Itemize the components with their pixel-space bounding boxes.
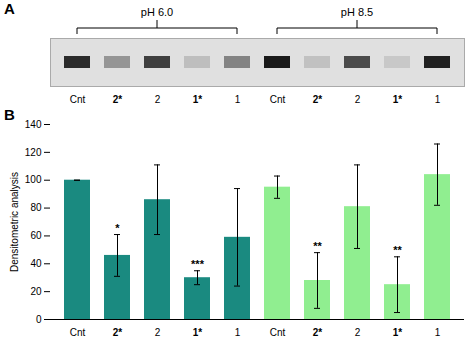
- svg-text:2*: 2*: [313, 94, 323, 105]
- svg-text:Cnt: Cnt: [270, 94, 286, 105]
- svg-text:pH 8.5: pH 8.5: [341, 6, 373, 18]
- svg-text:20: 20: [30, 286, 42, 297]
- svg-text:2: 2: [155, 94, 161, 105]
- svg-text:2*: 2*: [313, 327, 323, 338]
- svg-text:2*: 2*: [113, 94, 123, 105]
- svg-text:1*: 1*: [193, 327, 203, 338]
- svg-text:2: 2: [355, 327, 361, 338]
- svg-text:1: 1: [235, 94, 241, 105]
- svg-text:120: 120: [25, 147, 42, 158]
- svg-text:Densitometric analysis: Densitometric analysis: [9, 172, 20, 272]
- svg-text:1*: 1*: [193, 94, 203, 105]
- svg-text:1: 1: [435, 94, 441, 105]
- svg-text:1*: 1*: [393, 327, 403, 338]
- svg-text:Cnt: Cnt: [70, 327, 86, 338]
- svg-text:1: 1: [235, 327, 241, 338]
- svg-text:Cnt: Cnt: [70, 94, 86, 105]
- svg-text:100: 100: [25, 174, 42, 185]
- svg-text:2*: 2*: [113, 327, 123, 338]
- svg-text:pH 6.0: pH 6.0: [141, 6, 173, 18]
- svg-text:0: 0: [36, 314, 42, 325]
- svg-text:*: *: [115, 222, 120, 234]
- svg-text:2: 2: [355, 94, 361, 105]
- svg-text:1*: 1*: [393, 94, 403, 105]
- svg-text:60: 60: [30, 230, 42, 241]
- svg-text:140: 140: [25, 119, 42, 130]
- svg-text:**: **: [393, 244, 402, 256]
- svg-text:40: 40: [30, 258, 42, 269]
- html-text:A: A: [4, 0, 15, 17]
- svg-text:80: 80: [30, 202, 42, 213]
- svg-text:Cnt: Cnt: [270, 327, 286, 338]
- svg-text:***: ***: [191, 258, 205, 270]
- svg-text:**: **: [313, 240, 322, 252]
- html-text:B: B: [4, 106, 15, 123]
- svg-text:2: 2: [155, 327, 161, 338]
- svg-text:1: 1: [435, 327, 441, 338]
